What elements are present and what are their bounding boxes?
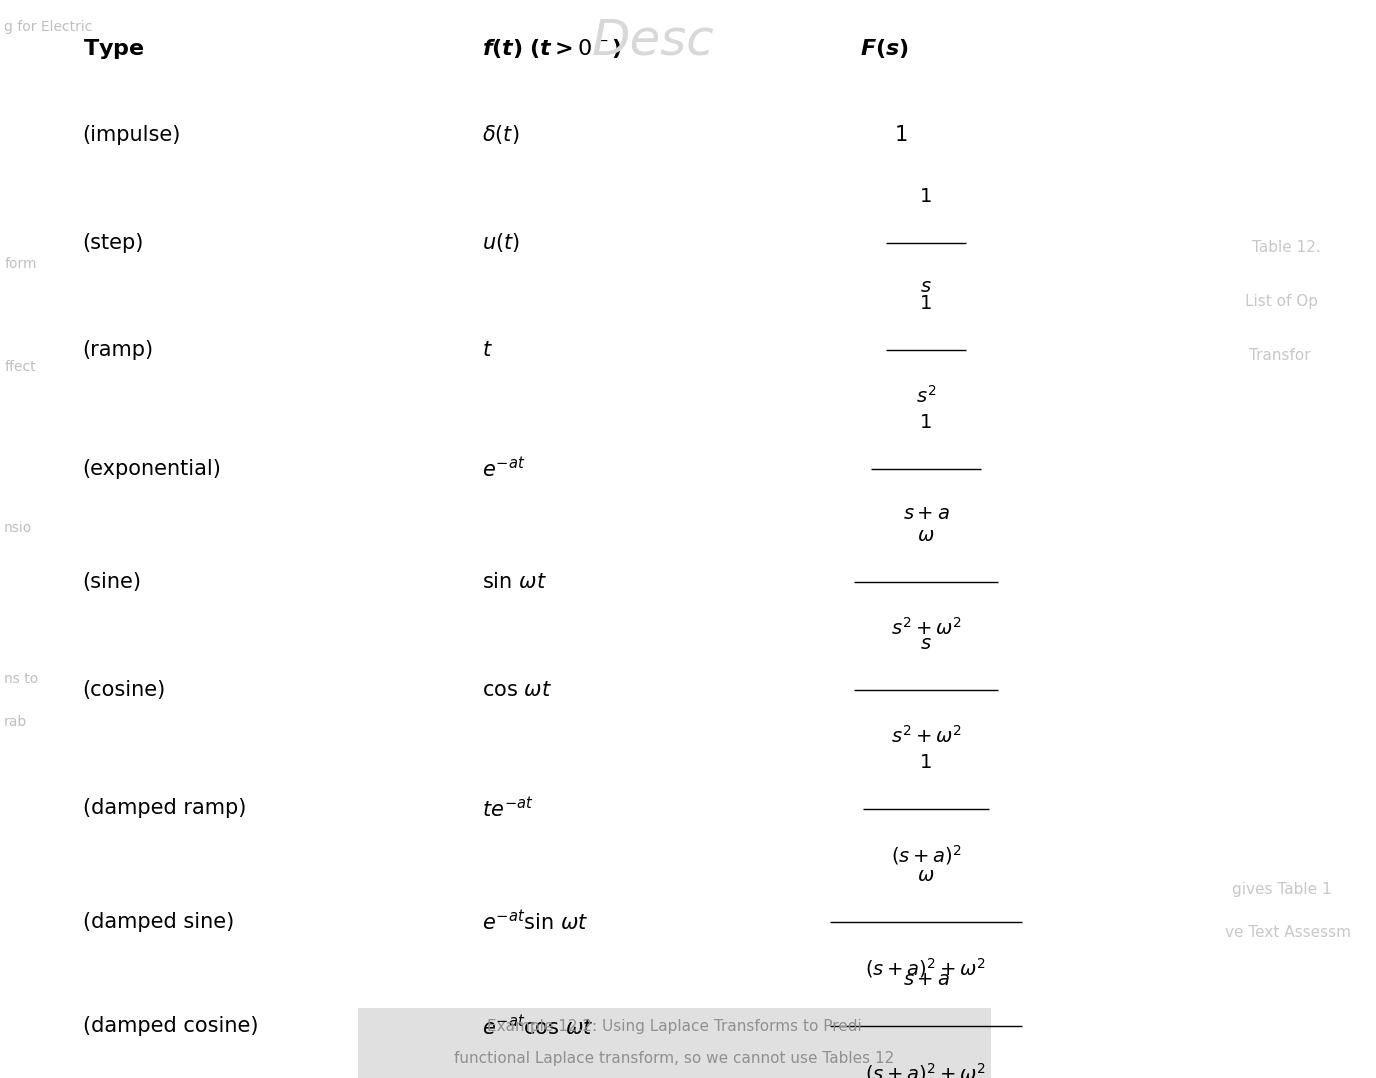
Text: $s^2$: $s^2$: [916, 385, 936, 407]
Text: $s^2 + \omega^2$: $s^2 + \omega^2$: [890, 724, 962, 747]
Text: 1: 1: [894, 125, 908, 144]
Text: (damped cosine): (damped cosine): [83, 1017, 259, 1036]
Text: $u(t)$: $u(t)$: [482, 231, 520, 254]
Text: $\omega$: $\omega$: [918, 866, 934, 885]
Text: $s + a$: $s + a$: [903, 503, 949, 523]
Text: $\boldsymbol{F(s)}$: $\boldsymbol{F(s)}$: [860, 37, 910, 60]
Text: Example 12.2: Using Laplace Transforms to Predi: Example 12.2: Using Laplace Transforms t…: [487, 1019, 861, 1034]
Text: (step): (step): [83, 233, 144, 252]
Text: (damped sine): (damped sine): [83, 912, 234, 931]
Text: ns to: ns to: [4, 673, 39, 686]
Text: $s^2 + \omega^2$: $s^2 + \omega^2$: [890, 617, 962, 639]
Text: $(s + a)^2$: $(s + a)^2$: [890, 843, 962, 867]
Text: $s + a$: $s + a$: [903, 970, 949, 990]
Text: $(s + a)^2 + \omega^2$: $(s + a)^2 + \omega^2$: [866, 956, 987, 980]
Text: g for Electric: g for Electric: [4, 20, 92, 33]
Text: $\delta(t)$: $\delta(t)$: [482, 123, 519, 147]
Text: $s$: $s$: [921, 277, 932, 296]
Text: Transfor: Transfor: [1249, 348, 1311, 363]
Text: (cosine): (cosine): [83, 680, 166, 700]
Text: $(s + a)^2 + \omega^2$: $(s + a)^2 + \omega^2$: [866, 1061, 987, 1078]
Text: rab: rab: [4, 716, 28, 729]
Text: $\bf{Type}$: $\bf{Type}$: [83, 37, 144, 60]
Text: ffect: ffect: [4, 360, 36, 373]
Text: Table 12.: Table 12.: [1252, 240, 1321, 255]
Text: $t$: $t$: [482, 341, 493, 360]
Text: 1: 1: [921, 413, 932, 432]
Text: $s$: $s$: [921, 634, 932, 653]
Text: 1: 1: [921, 294, 932, 314]
Text: nsio: nsio: [4, 522, 33, 535]
Text: (sine): (sine): [83, 572, 142, 592]
Text: Desc: Desc: [592, 16, 714, 65]
Text: List of Op: List of Op: [1245, 294, 1318, 309]
Text: form: form: [4, 258, 37, 271]
Text: $\cos\,\omega t$: $\cos\,\omega t$: [482, 680, 552, 700]
Text: $\sin\,\omega t$: $\sin\,\omega t$: [482, 572, 546, 592]
Text: (ramp): (ramp): [83, 341, 154, 360]
Text: 1: 1: [921, 186, 932, 206]
Text: $\boldsymbol{f}$$\boldsymbol{(t)}$ $\boldsymbol{(t > 0^-)}$: $\boldsymbol{f}$$\boldsymbol{(t)}$ $\bol…: [482, 37, 622, 60]
Text: $e^{-at}\cos\,\omega t$: $e^{-at}\cos\,\omega t$: [482, 1013, 593, 1039]
Text: ve Text Assessm: ve Text Assessm: [1225, 925, 1351, 940]
Text: functional Laplace transform, so we cannot use Tables 12: functional Laplace transform, so we cann…: [454, 1051, 894, 1066]
Text: $e^{-at}$: $e^{-at}$: [482, 456, 524, 482]
Text: (impulse): (impulse): [83, 125, 180, 144]
Text: 1: 1: [921, 752, 932, 772]
Text: (damped ramp): (damped ramp): [83, 799, 246, 818]
Text: (exponential): (exponential): [83, 459, 222, 479]
Text: $e^{-at}\sin\,\omega t$: $e^{-at}\sin\,\omega t$: [482, 909, 588, 935]
Text: $te^{-at}$: $te^{-at}$: [482, 796, 533, 821]
Bar: [358, 1008, 991, 1078]
Text: $\omega$: $\omega$: [918, 526, 934, 545]
Text: gives Table 1: gives Table 1: [1232, 882, 1331, 897]
